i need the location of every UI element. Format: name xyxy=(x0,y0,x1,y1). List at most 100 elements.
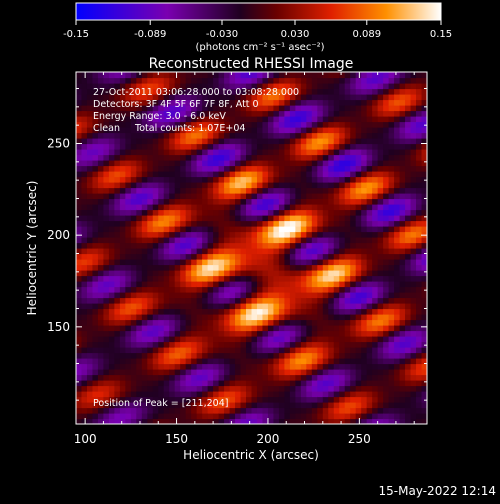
heatmap-cell xyxy=(383,72,390,79)
heatmap-cell xyxy=(306,314,313,321)
heatmap-cell xyxy=(224,358,231,365)
heatmap-cell xyxy=(405,160,412,167)
heatmap-cell xyxy=(284,116,291,123)
heatmap-cell xyxy=(174,352,181,359)
heatmap-cell xyxy=(218,143,225,150)
heatmap-cell xyxy=(344,143,351,150)
heatmap-cell xyxy=(262,154,269,161)
heatmap-cell xyxy=(196,308,203,315)
heatmap-cell xyxy=(108,385,115,392)
heatmap-cell xyxy=(92,336,99,343)
heatmap-cell xyxy=(130,407,137,414)
heatmap-cell xyxy=(361,413,368,420)
heatmap-cell xyxy=(158,374,165,381)
heatmap-cell xyxy=(322,330,329,337)
heatmap-cell xyxy=(136,209,143,216)
heatmap-cell xyxy=(185,308,192,315)
heatmap-cell xyxy=(136,110,143,117)
heatmap-cell xyxy=(174,198,181,205)
heatmap-cell xyxy=(174,72,181,79)
heatmap-cell xyxy=(361,143,368,150)
heatmap-cell xyxy=(130,352,137,359)
heatmap-cell xyxy=(278,165,285,172)
heatmap-cell xyxy=(300,347,307,354)
heatmap-cell xyxy=(399,407,406,414)
heatmap-cell xyxy=(174,193,181,200)
heatmap-cell xyxy=(152,116,159,123)
heatmap-cell xyxy=(81,110,88,117)
heatmap-cell xyxy=(383,138,390,145)
heatmap-cell xyxy=(289,88,296,95)
heatmap-cell xyxy=(229,138,236,145)
heatmap-cell xyxy=(103,204,110,211)
heatmap-cell xyxy=(196,209,203,216)
heatmap-cell xyxy=(278,275,285,282)
heatmap-cell xyxy=(229,297,236,304)
heatmap-cell xyxy=(317,341,324,348)
heatmap-cell xyxy=(202,182,209,189)
heatmap-cell xyxy=(119,154,126,161)
heatmap-cell xyxy=(278,110,285,117)
heatmap-cell xyxy=(317,94,324,101)
heatmap-cell xyxy=(246,253,253,260)
heatmap-cell xyxy=(114,121,121,128)
heatmap-cell xyxy=(322,259,329,266)
heatmap-cell xyxy=(147,330,154,337)
heatmap-cell xyxy=(300,105,307,112)
heatmap-cell xyxy=(300,165,307,172)
heatmap-cell xyxy=(125,292,132,299)
heatmap-cell xyxy=(108,259,115,266)
heatmap-cell xyxy=(229,77,236,84)
heatmap-cell xyxy=(207,143,214,150)
heatmap-cell xyxy=(300,204,307,211)
heatmap-cell xyxy=(372,187,379,194)
heatmap-cell xyxy=(278,77,285,84)
heatmap-cell xyxy=(130,149,137,156)
heatmap-cell xyxy=(311,259,318,266)
heatmap-cell xyxy=(350,308,357,315)
heatmap-cell xyxy=(262,352,269,359)
heatmap-cell xyxy=(76,297,83,304)
heatmap-cell xyxy=(130,330,137,337)
heatmap-cell xyxy=(311,83,318,90)
heatmap-cell xyxy=(317,171,324,178)
heatmap-cell xyxy=(81,336,88,343)
heatmap-cell xyxy=(92,176,99,183)
heatmap-cell xyxy=(284,237,291,244)
heatmap-cell xyxy=(125,325,132,332)
heatmap-cell xyxy=(410,297,417,304)
heatmap-cell xyxy=(377,396,384,403)
heatmap-cell xyxy=(97,413,105,420)
heatmap-cell xyxy=(152,380,159,387)
heatmap-cell xyxy=(136,160,143,167)
heatmap-cell xyxy=(180,154,187,161)
heatmap-cell xyxy=(163,369,170,376)
heatmap-cell xyxy=(163,121,170,128)
heatmap-cell xyxy=(174,402,181,409)
heatmap-cell xyxy=(163,248,170,255)
heatmap-cell xyxy=(191,308,198,315)
heatmap-cell xyxy=(344,204,351,211)
heatmap-cell xyxy=(333,138,340,145)
heatmap-cell xyxy=(224,347,231,354)
heatmap-cell xyxy=(339,132,346,139)
heatmap-cell xyxy=(322,127,329,134)
heatmap-cell xyxy=(399,369,406,376)
heatmap-cell xyxy=(278,99,285,106)
heatmap-cell xyxy=(130,341,137,348)
heatmap-cell xyxy=(273,77,280,84)
heatmap-cell xyxy=(262,336,269,343)
heatmap-cell xyxy=(207,330,214,337)
heatmap-cell xyxy=(163,94,170,101)
heatmap-cell xyxy=(322,297,329,304)
heatmap-cell xyxy=(224,308,231,315)
plot-frame xyxy=(75,71,428,425)
heatmap-cell xyxy=(136,347,143,354)
heatmap-cell xyxy=(235,248,242,255)
heatmap-cell xyxy=(350,281,357,288)
heatmap-cell xyxy=(405,391,412,398)
heatmap-cell xyxy=(97,77,105,84)
heatmap-cell xyxy=(388,374,395,381)
heatmap-cell xyxy=(152,292,159,299)
heatmap-cell xyxy=(372,319,379,326)
